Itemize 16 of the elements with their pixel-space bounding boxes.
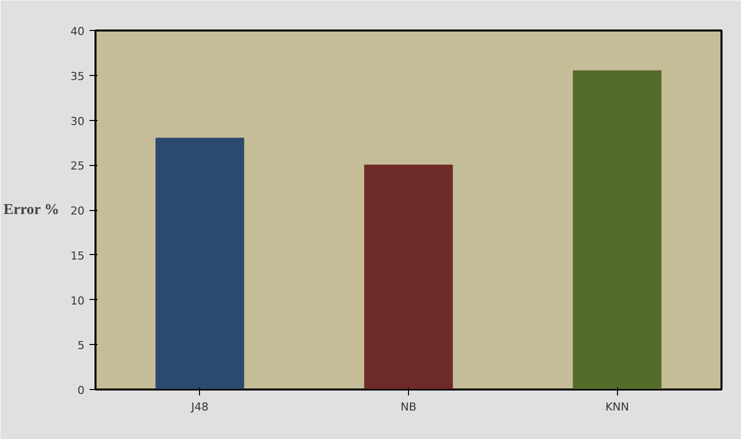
y-tick-label: 15 <box>70 249 85 262</box>
y-tick-label: 5 <box>78 339 84 352</box>
y-tick-label: 20 <box>70 204 85 218</box>
x-tick-label: NB <box>400 400 416 414</box>
y-tick-label: 10 <box>70 294 85 308</box>
y-axis-title: Error % <box>4 202 60 218</box>
bar <box>156 138 244 390</box>
y-tick-label: 40 <box>70 25 85 38</box>
y-tick-label: 30 <box>70 114 85 128</box>
y-tick-label: 35 <box>70 70 85 83</box>
x-tick-label: J48 <box>190 400 208 414</box>
bar <box>572 70 662 390</box>
y-tick-label: 25 <box>70 160 85 173</box>
y-tick-label: 0 <box>78 384 84 397</box>
bar <box>364 164 453 390</box>
x-tick-label: KNN <box>605 400 630 414</box>
